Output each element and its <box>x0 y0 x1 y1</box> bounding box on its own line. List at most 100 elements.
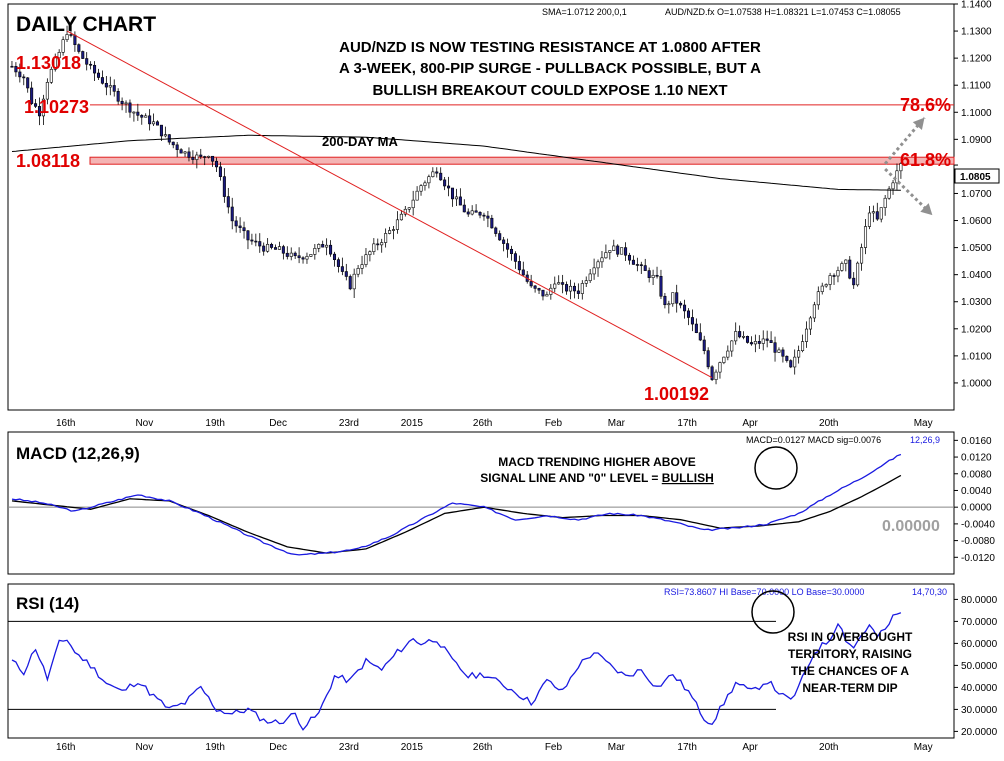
candle <box>572 282 576 299</box>
candle <box>624 242 628 262</box>
x-tick-label: Nov <box>135 418 153 429</box>
candle <box>41 94 45 125</box>
x-tick-label: May <box>914 742 933 753</box>
candle-body <box>41 98 45 117</box>
candle-body <box>596 261 600 269</box>
candle <box>584 276 588 288</box>
candle <box>285 246 289 260</box>
candle-body <box>749 342 753 345</box>
candle <box>639 261 643 274</box>
candle <box>435 167 439 178</box>
candle <box>22 74 26 86</box>
candle <box>765 330 769 348</box>
candle <box>352 268 356 298</box>
candle-body <box>726 350 730 358</box>
candle <box>773 336 777 362</box>
candle <box>360 255 364 275</box>
candle <box>53 53 57 72</box>
candle <box>722 356 726 365</box>
candle <box>419 184 423 196</box>
x-tick-label: 23rd <box>339 418 359 429</box>
candle-body <box>537 288 541 291</box>
candle <box>824 283 828 288</box>
candle <box>368 250 372 262</box>
candle <box>683 299 687 319</box>
macd-axis: 0.0160 0.0120 0.0080 0.0040 0.0000 -0.0040 -0.… <box>954 436 995 564</box>
candle-body <box>702 339 706 352</box>
x-tick-label: 17th <box>677 418 696 429</box>
candle <box>45 78 49 105</box>
candle-body <box>828 275 832 285</box>
candle <box>270 242 274 250</box>
candle-body <box>793 356 797 368</box>
candle-body <box>380 242 384 246</box>
rsi-line <box>11 612 902 731</box>
candle-body <box>340 266 344 272</box>
candle-body <box>57 52 61 59</box>
candle <box>242 221 246 239</box>
candle-body <box>804 328 809 342</box>
candle <box>218 161 222 181</box>
candle <box>470 205 474 216</box>
candle-body <box>742 335 746 338</box>
candle <box>509 245 514 261</box>
candle-body <box>297 255 301 259</box>
candle <box>262 242 266 256</box>
candle-body <box>576 290 580 294</box>
candle-body <box>364 254 368 265</box>
x-tick-label: 2015 <box>401 418 424 429</box>
candle-body <box>407 207 411 210</box>
macd-tick-label: -0.0040 <box>961 519 995 530</box>
price-tick-label: 1.0400 <box>961 270 992 281</box>
candle-body <box>10 65 14 68</box>
candle-body <box>93 64 97 74</box>
candle-body <box>592 267 596 275</box>
candle <box>568 279 573 300</box>
candle <box>580 280 584 300</box>
candle-body <box>325 244 329 248</box>
candle-body <box>557 282 561 285</box>
candle-body <box>270 243 274 248</box>
candle <box>246 230 250 250</box>
candle <box>742 331 746 340</box>
candle-body <box>860 247 864 264</box>
candle <box>65 25 69 42</box>
candle <box>702 335 706 355</box>
candle <box>478 211 482 219</box>
candle-body <box>580 283 584 294</box>
candle-body <box>706 350 710 368</box>
ma-label: 200-DAY MA <box>322 134 398 149</box>
fib-786-label: 78.6% <box>900 95 951 115</box>
candle-body <box>561 282 565 285</box>
candle-body <box>490 217 494 229</box>
candle-body <box>785 355 789 361</box>
candle <box>195 151 199 169</box>
candle <box>395 211 399 234</box>
candle-body <box>218 166 222 177</box>
candle <box>458 188 462 206</box>
x-tick-label: 20th <box>819 742 838 753</box>
candle <box>513 251 517 269</box>
candle <box>698 323 702 342</box>
candle-body <box>246 230 250 241</box>
candle <box>211 155 215 167</box>
candle-body <box>336 259 340 267</box>
x-tick-label: 19th <box>205 742 224 753</box>
candle-body <box>466 211 470 215</box>
candle <box>183 151 187 157</box>
candle-body <box>773 342 777 353</box>
x-tick-label: 17th <box>677 742 696 753</box>
candle <box>600 250 604 268</box>
candle <box>895 163 899 190</box>
candle <box>317 243 321 253</box>
price-tick-label: 1.0900 <box>961 135 992 146</box>
candle <box>462 199 466 213</box>
candle <box>690 309 694 332</box>
candle <box>140 114 144 125</box>
macd-title: MACD (12,26,9) <box>16 444 140 463</box>
candle-body <box>863 226 868 248</box>
price-tick-label: 1.1000 <box>961 108 992 119</box>
candle <box>647 267 651 283</box>
candle-body <box>277 246 281 250</box>
candle-body <box>73 34 77 45</box>
